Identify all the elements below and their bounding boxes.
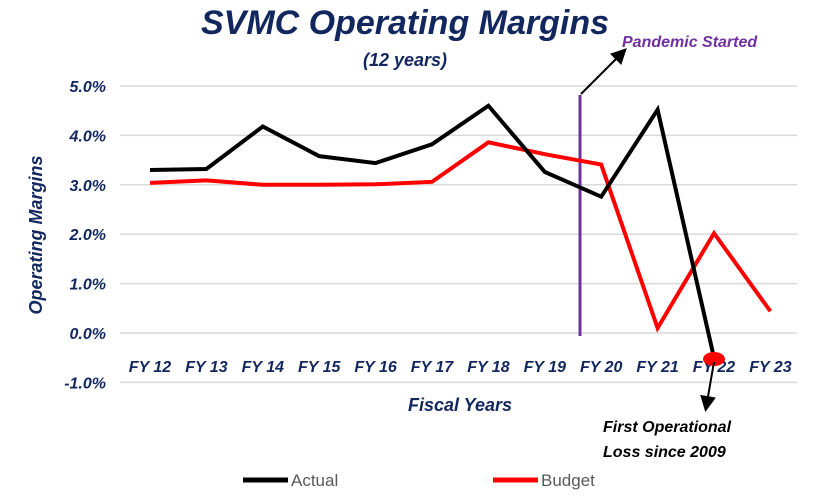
legend-label: Actual (291, 471, 338, 490)
y-tick-label: -1.0% (64, 375, 106, 392)
y-tick-label: 0.0% (70, 326, 106, 343)
series-line-actual (149, 103, 716, 359)
x-tick-label: FY 20 (580, 359, 623, 376)
y-axis-label: Operating Margins (26, 155, 46, 314)
loss-marker-dot (703, 352, 725, 366)
x-tick-label: FY 19 (524, 359, 567, 376)
chart-title: SVMC Operating Margins (201, 4, 609, 42)
x-axis-label: Fiscal Years (408, 395, 512, 415)
y-tick-label: 5.0% (70, 79, 106, 96)
y-tick-label: 4.0% (69, 128, 106, 145)
loss-arrow (700, 361, 716, 412)
x-tick-label: FY 23 (749, 359, 792, 376)
y-tick-label: 1.0% (70, 277, 106, 294)
x-tick-label: FY 14 (242, 359, 285, 376)
y-tick-label: 2.0% (69, 227, 106, 244)
pandemic-annotation: Pandemic Started (622, 34, 758, 51)
x-tick-label: FY 18 (467, 359, 510, 376)
pandemic-arrow (580, 48, 627, 95)
loss-annotation: First Operational Loss since 2009 (603, 419, 732, 461)
x-tick-label: FY 17 (411, 359, 455, 376)
y-tick-label: 3.0% (70, 178, 106, 195)
x-tick-label: FY 16 (354, 359, 397, 376)
x-tick-label: FY 21 (636, 359, 679, 376)
x-tick-label: FY 15 (298, 359, 342, 376)
series-line-budget (149, 140, 773, 333)
legend-label: Budget (541, 471, 595, 490)
chart-subtitle: (12 years) (363, 50, 447, 70)
x-tick-label: FY 12 (129, 359, 172, 376)
x-tick-label: FY 13 (185, 359, 228, 376)
